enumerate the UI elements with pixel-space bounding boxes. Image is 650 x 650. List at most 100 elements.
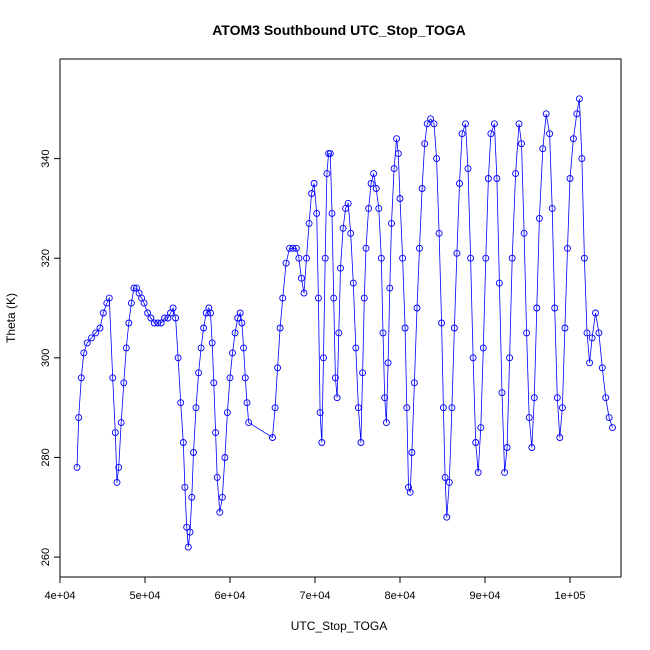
y-tick-label: 320 [40, 249, 52, 267]
x-axis: 4e+04 5e+04 6e+04 7e+04 8e+04 9e+04 1e+05 [45, 576, 586, 602]
data-point [512, 170, 520, 178]
data-point [328, 209, 336, 217]
data-point [553, 394, 561, 402]
data-point [229, 349, 236, 357]
data-point [147, 314, 155, 322]
data-point [520, 229, 528, 237]
data-point [330, 294, 338, 302]
data-point [125, 319, 133, 327]
data-point [408, 449, 416, 456]
data-point [439, 404, 447, 412]
data-point [300, 289, 308, 297]
data-point [303, 254, 310, 262]
data-point [310, 180, 318, 187]
data-point [453, 249, 461, 257]
data-point [216, 508, 224, 516]
data-point [352, 344, 360, 352]
data-point [362, 244, 370, 252]
series-line [76, 98, 613, 548]
data-point [370, 170, 378, 178]
data-point [377, 254, 385, 262]
data-point [405, 483, 412, 491]
data-point [177, 399, 185, 407]
data-point [602, 394, 610, 402]
data-point [508, 254, 516, 262]
data-point [140, 299, 148, 307]
data-point [573, 110, 581, 118]
data-point [443, 513, 451, 521]
x-tick-label: 8e+04 [385, 590, 416, 602]
y-tick-label: 260 [40, 548, 52, 566]
data-point [474, 468, 482, 476]
data-point [179, 439, 187, 446]
data-point [218, 493, 226, 501]
data-point [406, 488, 414, 496]
data-point [592, 309, 599, 317]
data-point [354, 404, 362, 412]
data-point [75, 414, 83, 422]
data-point [388, 219, 395, 227]
data-point [515, 120, 523, 128]
data-point [394, 150, 402, 158]
data-point [561, 324, 569, 332]
data-point [337, 264, 344, 272]
data-point [433, 155, 441, 163]
data-point [169, 304, 177, 312]
x-tick-label: 7e+04 [300, 590, 331, 602]
data-point [477, 424, 485, 432]
data-point [445, 478, 453, 486]
data-point [399, 254, 407, 262]
data-point [122, 344, 130, 352]
data-point [344, 199, 352, 207]
data-point [117, 419, 125, 427]
data-point [472, 439, 480, 446]
data-point [188, 493, 196, 501]
data-point [401, 324, 409, 332]
data-point [92, 329, 100, 337]
data-point [598, 364, 606, 372]
data-point [448, 404, 456, 412]
data-point [365, 204, 373, 212]
x-tick-label: 9e+04 [470, 590, 501, 602]
data-point [271, 404, 279, 412]
data-point [609, 424, 616, 432]
data-point [276, 324, 284, 332]
data-point [506, 354, 514, 362]
data-point [501, 468, 509, 476]
data-point [450, 324, 458, 332]
x-tick-label: 5e+04 [130, 590, 161, 602]
data-point [566, 175, 574, 182]
data-point [372, 185, 380, 192]
data-point [423, 120, 431, 128]
data-point [197, 344, 205, 352]
data-point [558, 404, 566, 412]
data-point [347, 229, 355, 237]
data-point [427, 115, 435, 123]
data-point [535, 214, 543, 222]
data-point [183, 523, 191, 531]
data-point [181, 483, 189, 491]
data-point [212, 429, 220, 437]
data-point [490, 120, 498, 128]
x-tick-label: 1e+05 [555, 590, 586, 602]
data-point [359, 369, 367, 377]
data-point [546, 130, 554, 138]
data-point [190, 449, 197, 456]
data-point [551, 304, 559, 312]
data-point [184, 543, 192, 551]
data-point [381, 394, 389, 402]
data-point [456, 180, 463, 187]
data-point [96, 324, 104, 332]
data-point [289, 244, 297, 252]
y-tick-label: 300 [40, 349, 52, 367]
data-point [238, 319, 246, 327]
data-point [393, 135, 401, 143]
data-point [484, 175, 492, 182]
data-point [236, 309, 244, 317]
data-point [556, 434, 564, 441]
data-point [588, 334, 596, 342]
data-point [487, 130, 495, 138]
data-point [207, 309, 214, 317]
data-point [127, 299, 135, 307]
